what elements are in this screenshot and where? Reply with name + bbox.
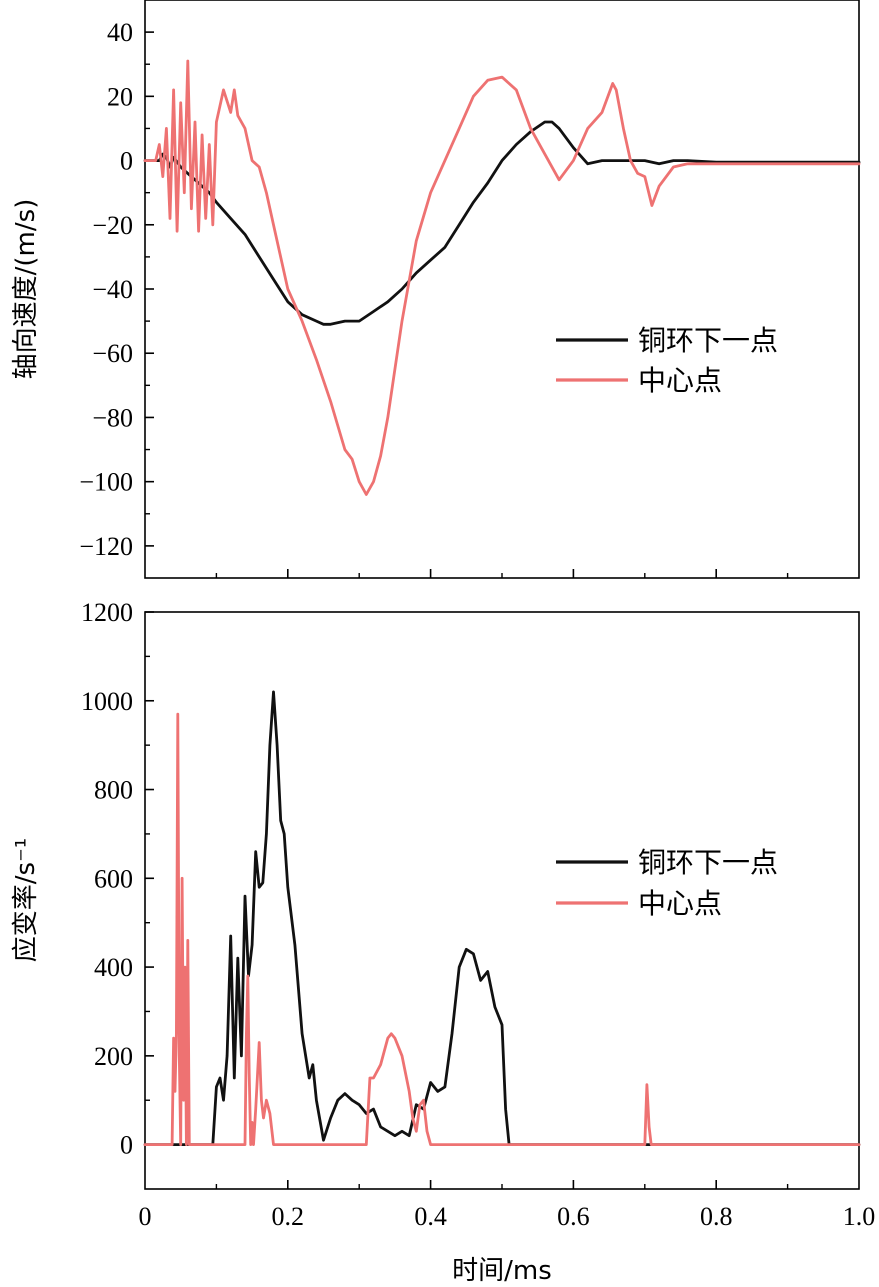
series-line-copper-ring <box>143 690 861 1146</box>
y-tick-label: 600 <box>94 864 133 893</box>
x-tick-label: 0.2 <box>272 1202 305 1231</box>
y-tick-label: 1000 <box>81 687 133 716</box>
series-line-center-point <box>143 712 861 1146</box>
y-tick-label: 0 <box>120 1131 133 1160</box>
top-x-ticks <box>215 569 789 578</box>
bottom-series <box>143 690 861 1146</box>
y-tick-label: 800 <box>94 776 133 805</box>
y-tick-label: −40 <box>92 275 133 304</box>
y-tick-label: 0 <box>120 147 133 176</box>
y-tick-label: 1200 <box>81 598 133 627</box>
x-tick-label: 0.8 <box>700 1202 733 1231</box>
series-line-copper-ring <box>143 120 861 326</box>
legend-label: 中心点 <box>638 364 722 397</box>
y-tick-label: 400 <box>94 953 133 982</box>
y-tick-label: 40 <box>107 18 133 47</box>
series-line-center-point <box>143 59 861 496</box>
x-tick-label: 0.4 <box>414 1202 447 1231</box>
bottom-y-axis-title: 应变率/s⁻¹ <box>11 838 41 962</box>
bottom-x-axis-title: 时间/ms <box>452 1256 552 1286</box>
y-tick-label: −120 <box>79 532 133 561</box>
y-tick-label: −20 <box>92 211 133 240</box>
top-panel: 40 20 0 −20 −40 −60 −80 −100 −120 轴向速度/(m/s) 铜环下… <box>11 0 861 579</box>
y-tick-label: −100 <box>79 468 133 497</box>
top-plot-frame <box>144 0 860 579</box>
bottom-plot-frame <box>144 611 860 1190</box>
bottom-panel: 1200 1000 800 600 400 200 0 0 0.2 0.4 0.6 0.8 1.0 应… <box>11 598 875 1286</box>
y-tick-label: 200 <box>94 1042 133 1071</box>
y-tick-label: −80 <box>92 403 133 432</box>
legend-label: 中心点 <box>638 887 722 920</box>
x-tick-label: 0.6 <box>557 1202 590 1231</box>
legend-label: 铜环下一点 <box>638 324 778 357</box>
x-tick-label: 1.0 <box>843 1202 876 1231</box>
legend-label: 铜环下一点 <box>638 846 778 879</box>
bottom-y-ticks: 1200 1000 800 600 400 200 0 <box>81 598 154 1160</box>
top-series <box>143 59 861 496</box>
y-tick-label: −60 <box>92 339 133 368</box>
top-y-ticks: 40 20 0 −20 −40 −60 −80 −100 −120 <box>79 18 154 561</box>
x-tick-label: 0 <box>139 1202 152 1231</box>
top-y-axis-title: 轴向速度/(m/s) <box>11 199 41 380</box>
y-tick-label: 20 <box>107 82 133 111</box>
bottom-x-ticks: 0 0.2 0.4 0.6 0.8 1.0 <box>139 1180 876 1231</box>
